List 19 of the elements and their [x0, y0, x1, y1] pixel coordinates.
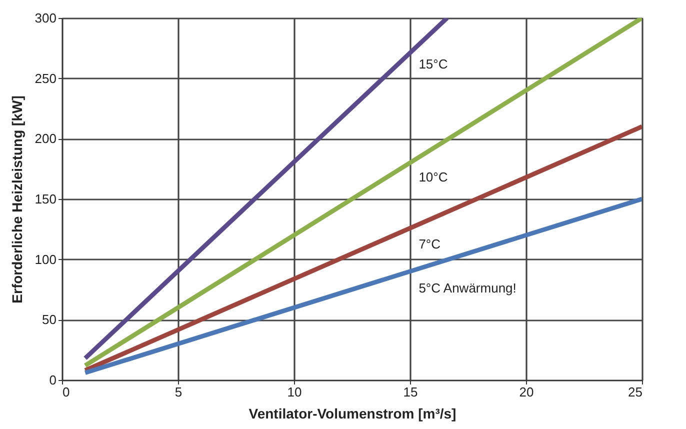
series-label: 5°C Anwärmung!: [418, 280, 516, 296]
y-tick-label: 300: [34, 10, 56, 26]
x-tick-label: 0: [62, 384, 70, 400]
y-tick-label: 200: [34, 131, 56, 146]
y-tick-label: 100: [34, 252, 56, 267]
x-axis-title: Ventilator-Volumenstrom [m³/s]: [248, 406, 456, 422]
x-tick-label: 10: [287, 384, 302, 400]
x-tick-label: 15: [403, 384, 418, 400]
series-label: 10°C: [418, 169, 448, 184]
x-tick-label: 5: [174, 384, 182, 400]
series-label: 7°C: [418, 236, 441, 252]
x-tick-label: 25: [628, 384, 642, 400]
y-tick-label: 150: [34, 192, 56, 206]
x-tick-label: 20: [519, 384, 534, 400]
series-label: 15°C: [418, 56, 448, 72]
y-tick-label: 0: [49, 372, 56, 388]
y-tick-label: 50: [42, 312, 56, 328]
y-tick-label: 250: [34, 70, 56, 86]
y-axis-title: Erforderliche Heizleistung [kW]: [8, 96, 25, 304]
